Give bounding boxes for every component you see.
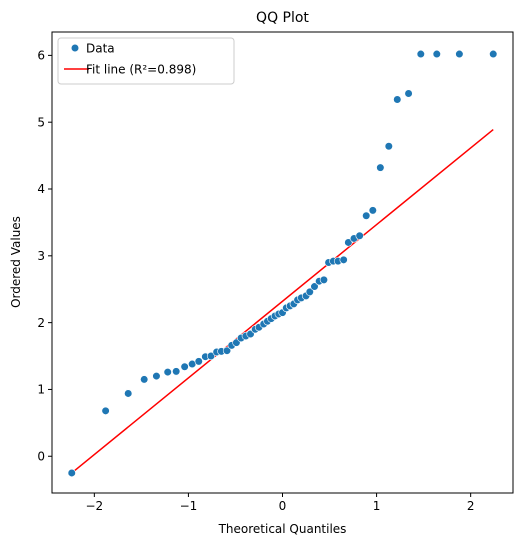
data-point [368, 206, 377, 215]
data-point [455, 49, 464, 59]
data-point [152, 371, 161, 381]
data-point [305, 287, 314, 296]
chart-title: QQ Plot [256, 10, 309, 26]
data-point [101, 406, 110, 415]
legend-box [57, 37, 235, 85]
data-point [319, 275, 328, 284]
data-point [194, 357, 203, 366]
x-axis: −2 −1 0 1 2 [85, 493, 474, 513]
y-tick-label: 4 [37, 182, 45, 196]
y-tick-label: 1 [37, 383, 45, 397]
data-point [384, 142, 393, 151]
legend-label-fit-line: Fit line (R²=0.898) [86, 63, 196, 77]
data-point [416, 49, 425, 59]
legend: Data Fit line (R²=0.898) [57, 37, 235, 85]
y-tick-label: 2 [37, 316, 45, 330]
y-tick-label: 5 [37, 115, 45, 129]
series-layer [67, 49, 498, 478]
data-point [222, 346, 232, 355]
data-point [180, 362, 189, 371]
data-point [355, 231, 364, 240]
y-tick-label: 3 [37, 249, 45, 263]
data-point [404, 89, 413, 98]
y-axis-label: Ordered Values [9, 216, 23, 308]
x-tick-label: −2 [85, 499, 103, 513]
data-point [432, 49, 441, 59]
data-point [344, 238, 353, 247]
data-point [339, 255, 348, 264]
data-point [206, 351, 216, 361]
y-axis: 0 1 2 3 4 5 6 [37, 49, 52, 463]
data-point [124, 389, 133, 398]
x-axis-label: Theoretical Quantiles [218, 522, 347, 536]
plot-area [51, 31, 514, 494]
data-point [163, 367, 172, 377]
y-tick-label: 6 [37, 49, 45, 63]
fit-line [71, 128, 494, 474]
data-point [376, 163, 385, 172]
x-tick-label: 0 [279, 499, 287, 513]
data-point [67, 468, 76, 478]
data-point [310, 282, 319, 291]
legend-marker-data [70, 43, 80, 53]
data-point [489, 49, 498, 59]
data-point [393, 95, 402, 104]
legend-label-data: Data [86, 42, 115, 56]
x-tick-label: 2 [467, 499, 475, 513]
x-tick-label: 1 [373, 499, 381, 513]
data-point [172, 367, 181, 376]
y-tick-label: 0 [37, 449, 45, 463]
data-point [362, 211, 371, 220]
x-tick-label: −1 [180, 499, 198, 513]
data-point [140, 375, 149, 384]
